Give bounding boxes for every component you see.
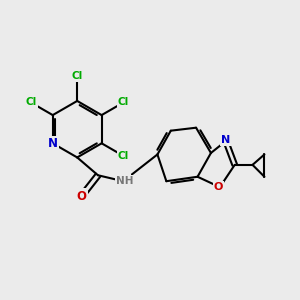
Text: N: N <box>221 135 230 145</box>
Text: Cl: Cl <box>118 151 129 161</box>
Text: Cl: Cl <box>118 98 129 107</box>
Text: O: O <box>214 182 223 192</box>
Text: NH: NH <box>116 176 134 186</box>
Text: Cl: Cl <box>72 71 83 81</box>
Text: H: H <box>122 175 130 185</box>
Text: O: O <box>76 190 87 202</box>
Text: N: N <box>117 175 126 185</box>
Text: N: N <box>48 137 58 150</box>
Text: Cl: Cl <box>25 98 37 107</box>
